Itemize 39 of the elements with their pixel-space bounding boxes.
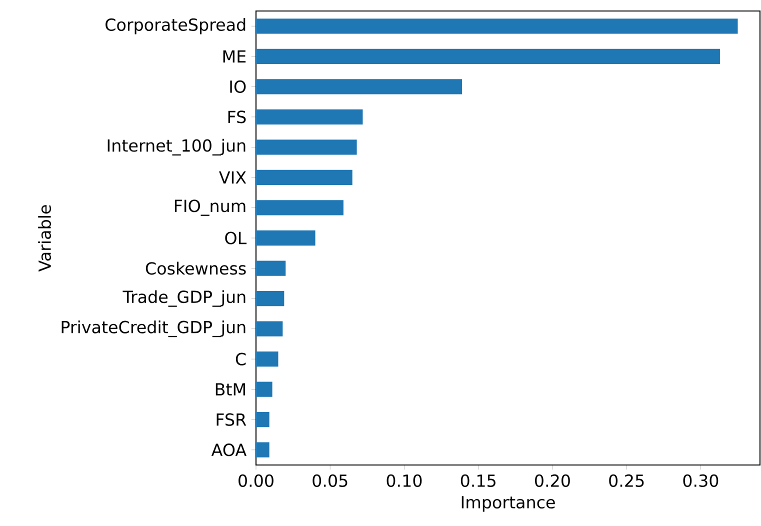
x-tick-label: 0.05 xyxy=(312,474,348,487)
y-tick-label: Trade_GDP_jun xyxy=(122,290,246,307)
y-tick-label: FS xyxy=(228,110,246,124)
y-tick-label: VIX xyxy=(219,171,246,184)
y-tick-label: BtM xyxy=(216,383,245,396)
x-tick-label: 0.10 xyxy=(386,474,422,487)
bar xyxy=(256,382,272,397)
bar xyxy=(256,412,270,428)
y-tick-label: FSR xyxy=(216,413,246,426)
y-tick-label: CorporateSpread xyxy=(106,18,246,34)
bar xyxy=(256,442,270,458)
y-tick-label: OL xyxy=(225,232,247,244)
bar xyxy=(256,79,462,94)
y-tick-label: AOA xyxy=(211,444,246,456)
x-tick-label: 0.15 xyxy=(460,474,496,487)
x-tick-label: 0.20 xyxy=(535,474,570,487)
bar xyxy=(256,48,720,64)
x-tick-label: 0.30 xyxy=(683,474,718,487)
bar xyxy=(256,321,283,336)
y-tick-label: ME xyxy=(223,50,246,62)
y-tick-label: Coskewness xyxy=(146,262,246,275)
bar xyxy=(256,200,344,216)
bar xyxy=(256,170,352,186)
y-tick-label: FIO_num xyxy=(174,200,246,216)
y-tick-label: IO xyxy=(230,80,246,93)
bar xyxy=(256,290,284,306)
bar xyxy=(256,140,357,155)
bar xyxy=(256,352,278,367)
y-tick-label: Internet_100_jun xyxy=(108,138,246,156)
x-tick-label: 0.00 xyxy=(238,474,274,487)
y-tick-label: PrivateCredit_GDP_jun xyxy=(62,320,246,338)
x-tick-label: 0.25 xyxy=(609,474,644,487)
bar xyxy=(256,109,363,124)
bar xyxy=(256,260,286,276)
y-tick-label: C xyxy=(236,352,246,366)
y-axis-title: Variable xyxy=(38,205,52,272)
x-axis-title: Importance xyxy=(462,496,555,512)
bar xyxy=(256,230,316,246)
bar xyxy=(256,18,738,34)
